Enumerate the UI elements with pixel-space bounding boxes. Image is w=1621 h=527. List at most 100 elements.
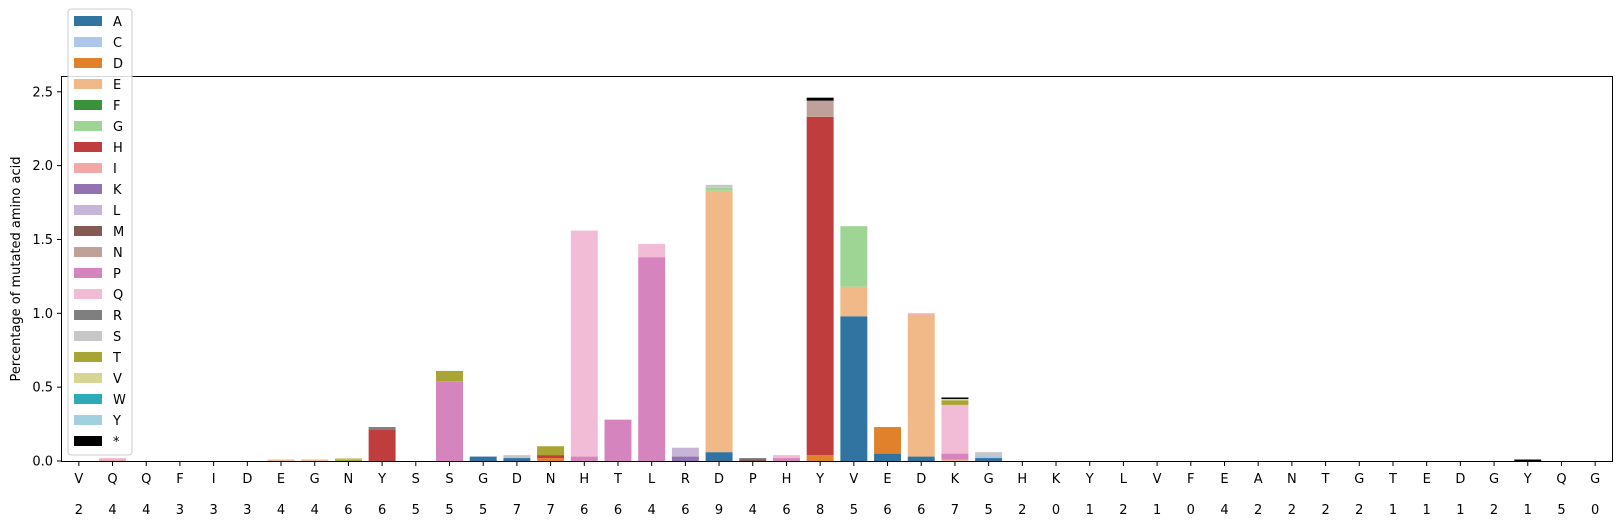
x-tick-count-label: 0 <box>1187 503 1195 518</box>
y-tick-label: 2.0 <box>32 159 53 174</box>
x-tick-count-label: 6 <box>614 503 622 518</box>
legend-swatch <box>74 247 102 257</box>
legend-label: V <box>113 372 122 387</box>
x-tick-label: G <box>984 472 994 487</box>
legend-swatch <box>74 310 102 320</box>
legend-item: * <box>74 435 120 450</box>
x-tick-label: N <box>1287 472 1297 487</box>
bar-segment <box>671 447 699 457</box>
legend-item: V <box>74 372 122 387</box>
y-tick-label: 1.5 <box>32 233 53 248</box>
legend-swatch <box>74 121 102 131</box>
bar-segment <box>840 286 868 317</box>
legend-label: C <box>113 36 122 51</box>
x-tick-label: H <box>782 472 792 487</box>
x-tick-count-label: 1 <box>1423 503 1431 518</box>
x-tick-label: Y <box>1085 472 1094 487</box>
x-tick-count-label: 2 <box>1321 503 1329 518</box>
x-tick-label: D <box>1455 472 1465 487</box>
legend-label: S <box>113 330 121 345</box>
x-tick-count-label: 5 <box>479 503 487 518</box>
x-tick-count-label: 6 <box>782 503 790 518</box>
legend-swatch <box>74 205 102 215</box>
x-tick-count-label: 4 <box>108 503 116 518</box>
legend-item: C <box>74 36 122 51</box>
legend-swatch <box>74 394 102 404</box>
x-tick-label: F <box>176 472 183 487</box>
bar-segment <box>537 446 565 456</box>
bar-segment <box>806 455 834 461</box>
x-tick-label: D <box>916 472 926 487</box>
bar-segment <box>907 456 935 461</box>
x-tick-label: D <box>714 472 724 487</box>
x-tick-count-label: 4 <box>1220 503 1228 518</box>
x-tick-count-label: 7 <box>951 503 959 518</box>
legend-item: H <box>74 141 123 156</box>
bar-segment <box>874 427 902 454</box>
bar-segment <box>907 313 935 315</box>
bar-segment <box>705 184 733 188</box>
legend-swatch <box>74 100 102 110</box>
legend-item: W <box>74 393 126 408</box>
bar-segment <box>334 458 362 460</box>
legend-item: S <box>74 330 121 345</box>
x-tick-label: G <box>310 472 320 487</box>
legend-label: D <box>113 57 123 72</box>
y-axis: 0.0 0.5 1.0 1.5 2.0 2.5 <box>32 85 62 470</box>
x-tick-count-label: 1 <box>1456 503 1464 518</box>
bar-segment <box>469 456 497 461</box>
x-tick-label: T <box>1388 472 1397 487</box>
bar-segment <box>368 427 396 430</box>
x-tick-label: S <box>412 472 420 487</box>
x-tick-count-label: 3 <box>243 503 251 518</box>
legend-swatch <box>74 16 102 26</box>
legend-label: Y <box>112 414 121 429</box>
legend-label: L <box>113 204 121 219</box>
x-tick-count-label: 5 <box>850 503 858 518</box>
bar-segment <box>941 453 969 460</box>
y-tick-label: 1.0 <box>32 307 53 322</box>
x-tick-label: Y <box>377 472 386 487</box>
legend-label: A <box>113 15 122 30</box>
x-tick-label: L <box>1120 472 1128 487</box>
x-tick-label: L <box>648 472 656 487</box>
x-tick-label: Q <box>107 472 117 487</box>
bar-segment <box>941 459 969 461</box>
legend-swatch <box>74 37 102 47</box>
x-tick-count-label: 5 <box>984 503 992 518</box>
bar-segment <box>267 459 295 461</box>
bar-segment <box>537 455 565 459</box>
x-tick-label: S <box>445 472 453 487</box>
x-tick-label: K <box>1052 472 1061 487</box>
x-tick-label: E <box>883 472 891 487</box>
legend-swatch <box>74 352 102 362</box>
bar-segment <box>537 458 565 461</box>
x-tick-count-label: 2 <box>1119 503 1127 518</box>
legend-label: * <box>113 435 120 450</box>
legend-item: D <box>74 57 123 72</box>
x-tick-label: T <box>613 472 622 487</box>
legend-item: G <box>74 120 123 135</box>
bar-segment <box>705 452 733 461</box>
x-tick-label: H <box>1017 472 1027 487</box>
legend-item: P <box>74 267 121 282</box>
bar-segment <box>436 370 463 382</box>
y-tick-label: 0.5 <box>32 381 53 396</box>
x-tick-label: H <box>579 472 589 487</box>
legend-label: R <box>113 309 122 324</box>
x-tick-label: I <box>212 472 216 487</box>
x-tick-count-label: 2 <box>75 503 83 518</box>
bar-segment <box>874 453 902 461</box>
bar-segment <box>503 458 531 461</box>
bar-segment <box>975 452 1003 456</box>
bar-segment <box>705 190 733 453</box>
x-tick-label: Y <box>815 472 824 487</box>
bar-segment <box>941 404 969 454</box>
legend-label: E <box>113 78 121 93</box>
x-tick-count-label: 0 <box>1052 503 1060 518</box>
legend-label: G <box>113 120 123 135</box>
bar-segment <box>436 381 463 461</box>
x-tick-count-label: 6 <box>580 503 588 518</box>
x-tick-label: G <box>478 472 488 487</box>
